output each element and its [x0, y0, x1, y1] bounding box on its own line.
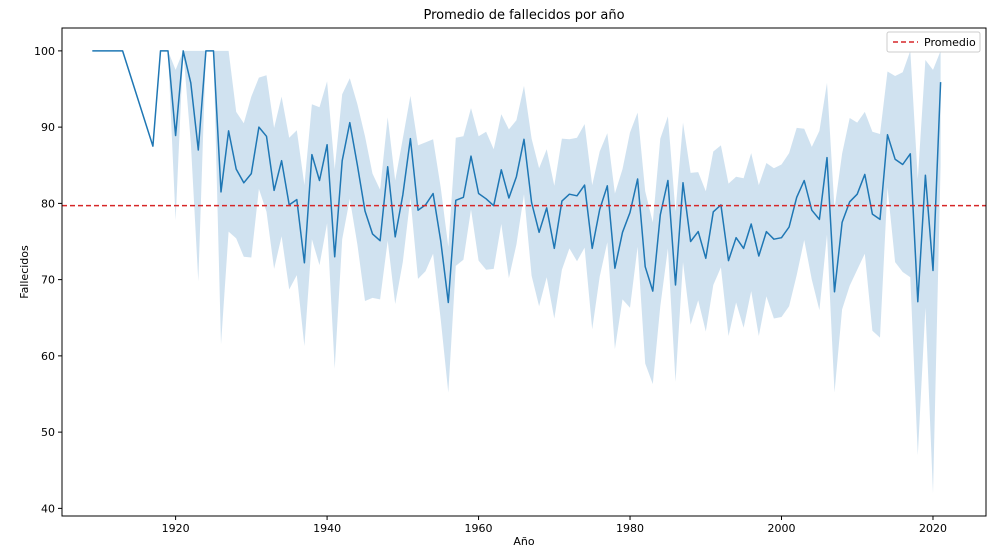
- x-tick-label: 1960: [465, 522, 493, 535]
- legend-label-promedio: Promedio: [924, 36, 976, 49]
- x-tick-label: 1940: [313, 522, 341, 535]
- x-axis-label: Año: [513, 535, 534, 548]
- plot-area: [61, 27, 987, 517]
- confidence-band: [92, 50, 941, 494]
- series-line: [92, 50, 942, 304]
- plot-frame: [61, 27, 987, 517]
- x-tick-label: 1980: [616, 522, 644, 535]
- y-tick-label: 40: [41, 502, 55, 515]
- y-axis-label: Fallecidos: [18, 245, 31, 299]
- y-axis: 40 50 60 70 80 90 100: [34, 45, 62, 515]
- x-axis: 1920 1940 1960 1980 2000 2020: [162, 516, 947, 535]
- x-tick-label: 2020: [919, 522, 947, 535]
- y-tick-label: 50: [41, 426, 55, 439]
- chart-title: Promedio de fallecidos por año: [423, 8, 624, 23]
- y-tick-label: 90: [41, 121, 55, 134]
- legend-box: [886, 31, 981, 53]
- x-tick-label: 2000: [768, 522, 796, 535]
- y-tick-label: 70: [41, 274, 55, 287]
- legend: Promedio: [886, 31, 981, 53]
- x-tick-label: 1920: [162, 522, 190, 535]
- y-tick-label: 60: [41, 350, 55, 363]
- y-tick-label: 80: [41, 197, 55, 210]
- y-tick-label: 100: [34, 45, 55, 58]
